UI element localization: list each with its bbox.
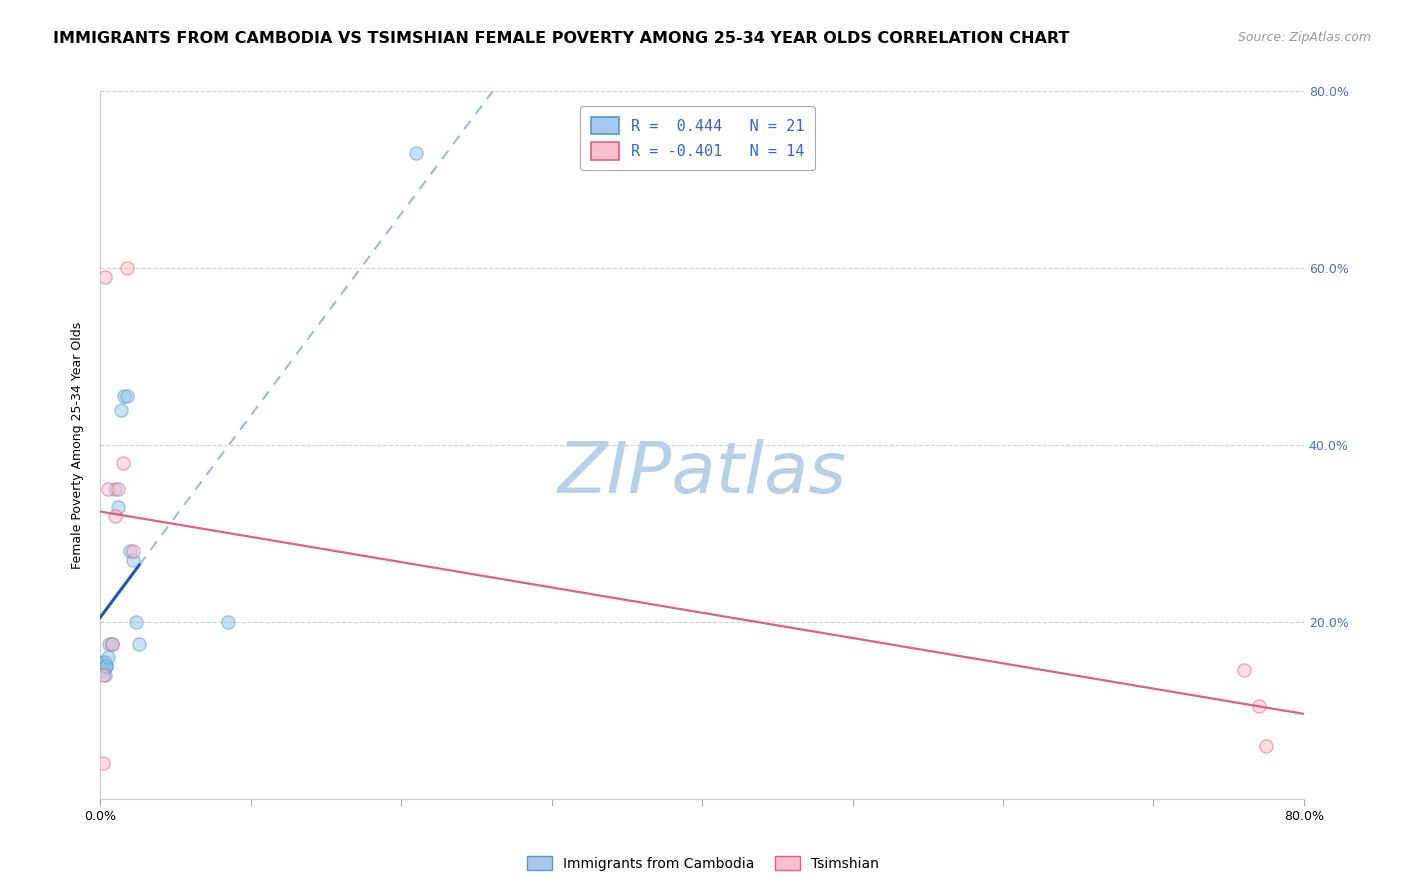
Point — [97, 650, 120, 665]
Text: Source: ZipAtlas.com: Source: ZipAtlas.com — [1237, 31, 1371, 45]
Point — [111, 456, 134, 470]
Text: ZIPatlas: ZIPatlas — [558, 439, 846, 508]
Point — [1247, 698, 1270, 713]
Point — [93, 270, 115, 285]
Point — [104, 482, 127, 496]
Point — [125, 615, 148, 629]
Legend: R =  0.444   N = 21, R = -0.401   N = 14: R = 0.444 N = 21, R = -0.401 N = 14 — [581, 106, 815, 170]
Point — [107, 482, 129, 496]
Point — [101, 637, 124, 651]
Text: IMMIGRANTS FROM CAMBODIA VS TSIMSHIAN FEMALE POVERTY AMONG 25-34 YEAR OLDS CORRE: IMMIGRANTS FROM CAMBODIA VS TSIMSHIAN FE… — [53, 31, 1070, 46]
Point — [1233, 664, 1256, 678]
Legend: Immigrants from Cambodia, Tsimshian: Immigrants from Cambodia, Tsimshian — [522, 850, 884, 876]
Point — [91, 655, 114, 669]
Point — [101, 637, 124, 651]
Point — [98, 637, 121, 651]
Point — [96, 659, 118, 673]
Point — [122, 544, 145, 558]
Point — [96, 659, 118, 673]
Point — [93, 655, 115, 669]
Point — [405, 146, 427, 161]
Point — [104, 508, 127, 523]
Point — [112, 389, 135, 403]
Point — [91, 668, 114, 682]
Point — [91, 756, 114, 771]
Point — [120, 544, 142, 558]
Point — [97, 482, 120, 496]
Point — [91, 664, 114, 678]
Point — [110, 402, 132, 417]
Point — [117, 261, 139, 276]
Point — [122, 553, 145, 567]
Point — [1256, 739, 1278, 753]
Point — [107, 500, 129, 514]
Point — [128, 637, 150, 651]
Point — [93, 659, 115, 673]
Point — [93, 668, 115, 682]
Point — [217, 615, 239, 629]
Y-axis label: Female Poverty Among 25-34 Year Olds: Female Poverty Among 25-34 Year Olds — [72, 321, 84, 568]
Point — [117, 389, 139, 403]
